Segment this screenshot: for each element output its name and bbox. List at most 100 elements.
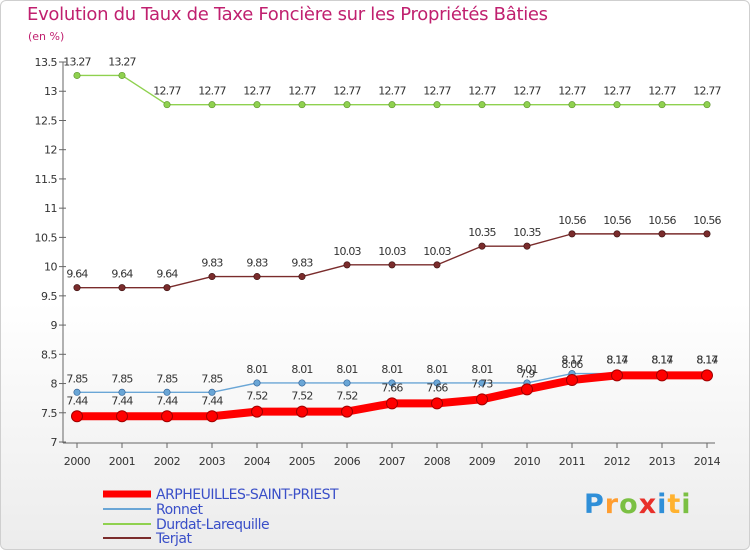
data-point-terjat	[118, 284, 126, 292]
data-point-terjat	[523, 242, 531, 250]
data-label-durdat-larequille: 12.77	[378, 85, 406, 98]
data-point-durdat-larequille	[343, 101, 351, 109]
data-point-ronnet	[298, 379, 306, 387]
data-label-durdat-larequille: 12.77	[198, 85, 226, 98]
data-point-durdat-larequille	[568, 101, 576, 109]
data-point-terjat	[478, 242, 486, 250]
x-tick-label: 2003	[199, 455, 226, 468]
data-label-ronnet: 8.17	[561, 354, 583, 367]
data-label-arpheuilles-saint-priest: 7.44	[201, 394, 223, 407]
data-label-durdat-larequille: 12.77	[333, 85, 361, 98]
data-label-terjat: 9.64	[111, 268, 133, 281]
y-tick-label: 7.5	[41, 407, 57, 420]
y-tick-label: 9	[51, 319, 58, 332]
data-point-terjat	[163, 284, 171, 292]
x-tick-label: 2001	[109, 455, 135, 468]
data-label-durdat-larequille: 12.77	[603, 85, 631, 98]
legend-label: Ronnet	[156, 502, 204, 518]
data-point-terjat	[568, 230, 576, 238]
data-point-terjat	[343, 261, 351, 269]
data-label-terjat: 9.64	[66, 268, 88, 281]
y-tick-label: 7	[51, 436, 58, 449]
data-label-arpheuilles-saint-priest: 8.06	[561, 358, 583, 371]
y-tick-label: 10	[44, 261, 57, 274]
data-label-terjat: 10.03	[423, 245, 451, 258]
data-point-durdat-larequille	[73, 71, 81, 79]
chart-unit-label: (en %)	[28, 30, 65, 43]
data-point-ronnet	[388, 379, 396, 387]
data-label-durdat-larequille: 12.77	[423, 85, 451, 98]
data-label-ronnet: 7.85	[111, 372, 133, 385]
y-tick-label: 12	[44, 144, 57, 157]
data-label-durdat-larequille: 12.77	[558, 85, 586, 98]
data-label-durdat-larequille: 13.27	[108, 55, 136, 68]
x-tick-label: 2006	[334, 455, 361, 468]
y-tick-label: 8.5	[41, 348, 57, 361]
data-point-durdat-larequille	[298, 101, 306, 109]
data-label-ronnet: 8.01	[381, 363, 402, 376]
data-label-arpheuilles-saint-priest: 7.44	[156, 394, 178, 407]
data-label-arpheuilles-saint-priest: 7.52	[336, 390, 357, 403]
data-point-arpheuilles-saint-priest	[71, 410, 83, 423]
chart-title: Evolution du Taux de Taxe Foncière sur l…	[27, 4, 548, 25]
data-label-durdat-larequille: 12.77	[288, 85, 316, 98]
data-label-ronnet: 8.01	[246, 363, 267, 376]
data-label-ronnet: 8.01	[291, 363, 312, 376]
data-point-durdat-larequille	[703, 101, 711, 109]
x-tick-label: 2014	[694, 455, 721, 468]
data-point-arpheuilles-saint-priest	[251, 405, 263, 418]
data-point-terjat	[208, 273, 216, 281]
data-point-terjat	[253, 273, 261, 281]
x-tick-label: 2005	[289, 455, 316, 468]
y-tick-label: 11	[44, 202, 57, 215]
data-label-ronnet: 8.01	[336, 363, 357, 376]
x-tick-label: 2011	[559, 455, 585, 468]
data-point-ronnet	[208, 388, 216, 396]
y-tick-label: 13.5	[35, 56, 58, 69]
data-label-terjat: 10.56	[603, 214, 631, 227]
data-point-arpheuilles-saint-priest	[386, 397, 398, 410]
y-tick-label: 10.5	[35, 231, 58, 244]
y-tick-label: 12.5	[35, 114, 58, 127]
data-point-durdat-larequille	[388, 101, 396, 109]
data-label-ronnet: 8.01	[471, 363, 492, 376]
data-point-ronnet	[478, 379, 486, 387]
y-tick-label: 11.5	[35, 173, 58, 186]
x-tick-label: 2002	[154, 455, 180, 468]
data-label-durdat-larequille: 13.27	[63, 55, 91, 68]
data-label-arpheuilles-saint-priest: 7.52	[291, 390, 312, 403]
data-label-terjat: 10.03	[333, 245, 361, 258]
data-label-arpheuilles-saint-priest: 8.14	[696, 353, 718, 366]
data-point-terjat	[298, 273, 306, 281]
data-label-ronnet: 8.17	[651, 354, 673, 367]
data-point-arpheuilles-saint-priest	[611, 369, 623, 382]
data-label-arpheuilles-saint-priest: 7.52	[246, 390, 267, 403]
data-label-terjat: 10.03	[378, 245, 406, 258]
data-point-ronnet	[433, 379, 441, 387]
data-point-arpheuilles-saint-priest	[296, 405, 308, 418]
data-point-ronnet	[163, 388, 171, 396]
data-label-durdat-larequille: 12.77	[513, 85, 541, 98]
data-point-durdat-larequille	[163, 101, 171, 109]
data-label-arpheuilles-saint-priest: 8.14	[651, 353, 673, 366]
data-label-durdat-larequille: 12.77	[243, 85, 271, 98]
x-tick-label: 2000	[64, 455, 91, 468]
data-label-arpheuilles-saint-priest: 7.66	[381, 381, 403, 394]
x-tick-label: 2009	[469, 455, 496, 468]
data-point-terjat	[613, 230, 621, 238]
legend-label: ARPHEUILLES-SAINT-PRIEST	[156, 487, 339, 503]
y-tick-label: 8	[51, 378, 58, 391]
data-label-durdat-larequille: 12.77	[693, 85, 721, 98]
data-point-ronnet	[343, 379, 351, 387]
data-label-ronnet: 7.85	[156, 372, 178, 385]
x-tick-label: 2013	[649, 455, 676, 468]
y-tick-label: 9.5	[41, 290, 57, 303]
data-label-terjat: 10.56	[558, 214, 586, 227]
data-point-arpheuilles-saint-priest	[566, 374, 578, 387]
data-label-ronnet: 7.85	[66, 372, 88, 385]
data-label-terjat: 10.35	[468, 226, 496, 239]
data-point-terjat	[388, 261, 396, 269]
data-point-durdat-larequille	[118, 71, 126, 79]
